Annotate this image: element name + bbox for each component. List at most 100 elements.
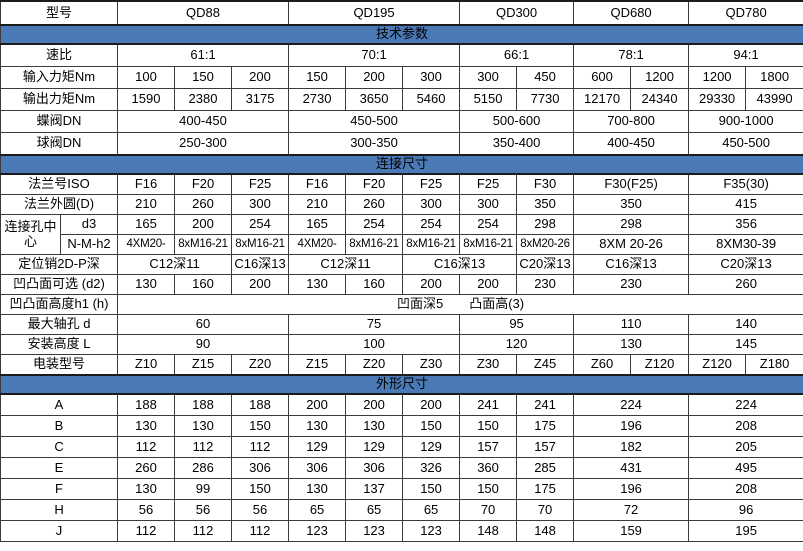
spec-value-cell: Z180: [745, 354, 803, 376]
spec-value-cell: 123: [402, 520, 461, 542]
row-label: d3: [59, 214, 119, 235]
spec-value-cell: 298: [573, 214, 690, 235]
spec-value-cell: 900-1000: [688, 110, 803, 133]
spec-value-cell: 112: [174, 520, 233, 542]
spec-value-cell: 188: [117, 393, 176, 416]
row-dim-c: C 112 112 112 129 129 129 157 157 182 205: [0, 436, 803, 458]
spec-value-cell: 300: [402, 194, 461, 215]
spec-value-cell: 157: [459, 436, 518, 458]
spec-value-cell: 8XM30-39: [688, 234, 803, 255]
spec-value-cell: 1800: [745, 66, 803, 89]
spec-value-cell: 130: [117, 415, 176, 437]
spec-value-cell: 224: [573, 393, 690, 416]
spec-value-cell: C12深11: [117, 254, 233, 275]
spec-value-cell: 70: [459, 499, 518, 521]
spec-value-cell: 298: [516, 214, 575, 235]
spec-value-cell: 250-300: [117, 132, 290, 156]
spec-value-cell: 160: [174, 274, 233, 295]
spec-value-cell: 60: [117, 314, 290, 335]
spec-value-cell: 200: [459, 274, 518, 295]
row-label: C: [0, 436, 119, 458]
spec-value-cell: 165: [288, 214, 347, 235]
spec-value-cell: 150: [288, 66, 347, 89]
spec-value-cell: 500-600: [459, 110, 575, 133]
spec-value-cell: 129: [402, 436, 461, 458]
spec-value-cell: 130: [288, 274, 347, 295]
spec-value-cell: 130: [288, 415, 347, 437]
spec-value-cell: 5150: [459, 88, 518, 111]
spec-value-cell: 112: [117, 520, 176, 542]
spec-value-cell: 230: [573, 274, 690, 295]
spec-value-cell: 254: [231, 214, 290, 235]
spec-value-cell: F30: [516, 173, 575, 195]
row-label: A: [0, 393, 119, 416]
spec-value-cell: 196: [573, 415, 690, 437]
spec-value-cell: 175: [516, 415, 575, 437]
spec-value-cell: F16: [288, 173, 347, 195]
spec-value-cell: 130: [174, 415, 233, 437]
spec-value-cell: Z45: [516, 354, 575, 376]
spec-value-cell: Z120: [688, 354, 747, 376]
spec-value-cell: Z60: [573, 354, 632, 376]
spec-value-cell: 100: [117, 66, 176, 89]
spec-value-cell: 700-800: [573, 110, 690, 133]
spec-value-cell: F25: [459, 173, 518, 195]
spec-value-cell: 241: [516, 393, 575, 416]
spec-value-cell: 3175: [231, 88, 290, 111]
spec-value-cell: 8xM16-21: [402, 234, 461, 255]
row-dim-e: E 260 286 306 306 306 326 360 285 431 495: [0, 457, 803, 479]
row-spigot-height-h1: 凹凸面高度h1 (h) 凹面深5 凸面高(3): [0, 294, 803, 315]
model-name: QD680: [573, 0, 690, 26]
spec-value-cell: 130: [573, 334, 690, 355]
row-label: 定位销2D-P深: [0, 254, 119, 275]
spec-value-cell: 415: [688, 194, 803, 215]
spec-value-cell: 145: [688, 334, 803, 355]
spec-value-cell: 140: [688, 314, 803, 335]
model-header-row: 型号 QD88 QD195 QD300 QD680 QD780: [0, 0, 803, 26]
spec-value-cell: 182: [573, 436, 690, 458]
spec-value-cell: 1590: [117, 88, 176, 111]
spec-value-cell: 130: [288, 478, 347, 500]
model-name: QD300: [459, 0, 575, 26]
spec-value-cell: 99: [174, 478, 233, 500]
spec-value-cell: 65: [402, 499, 461, 521]
spec-value-cell: 61:1: [117, 43, 290, 67]
spec-value-cell: 175: [516, 478, 575, 500]
row-flange-outer-d: 法兰外圆(D) 210 260 300 210 260 300 300 350 350 415: [0, 194, 803, 215]
row-label: 最大轴孔 d: [0, 314, 119, 335]
spec-value-cell: 150: [231, 478, 290, 500]
spec-value-cell: 4XM20-: [288, 234, 347, 255]
spec-value-cell: Z30: [402, 354, 461, 376]
spec-value-cell: 208: [688, 478, 803, 500]
spec-value-cell: 200: [231, 66, 290, 89]
row-mounting-height: 安装高度 L 90 100 120 130 145: [0, 334, 803, 355]
spec-value-cell: 326: [402, 457, 461, 479]
spec-value-cell: 130: [117, 478, 176, 500]
spec-value-cell: C12深11: [288, 254, 404, 275]
section-header: 连接尺寸: [0, 154, 803, 175]
spec-value-cell: 254: [345, 214, 404, 235]
spec-value-cell: 350-400: [459, 132, 575, 156]
spec-value-cell: F35(30): [688, 173, 803, 195]
spec-value-cell: 150: [174, 66, 233, 89]
spec-value-cell: 241: [459, 393, 518, 416]
spec-value-cell: 150: [459, 415, 518, 437]
spec-value-cell: 188: [174, 393, 233, 416]
spec-value-cell: 78:1: [573, 43, 690, 67]
spec-value-cell: F25: [231, 173, 290, 195]
spec-value-cell: 150: [231, 415, 290, 437]
spec-value-cell: Z30: [459, 354, 518, 376]
spec-value-cell: 8xM16-21: [345, 234, 404, 255]
spec-value-cell: 112: [174, 436, 233, 458]
spec-value-cell: 70: [516, 499, 575, 521]
spec-value-cell: 400-450: [117, 110, 290, 133]
spec-value-cell: 200: [174, 214, 233, 235]
spec-value-cell: 56: [117, 499, 176, 521]
spec-value-cell: 1200: [688, 66, 747, 89]
spec-value-cell: 凹面深5 凸面高(3): [117, 294, 803, 315]
spec-value-cell: Z120: [630, 354, 690, 376]
spec-value-cell: 112: [231, 520, 290, 542]
section-header: 技术参数: [0, 24, 803, 45]
row-label: F: [0, 478, 119, 500]
spec-value-cell: 8xM20-26: [516, 234, 575, 255]
